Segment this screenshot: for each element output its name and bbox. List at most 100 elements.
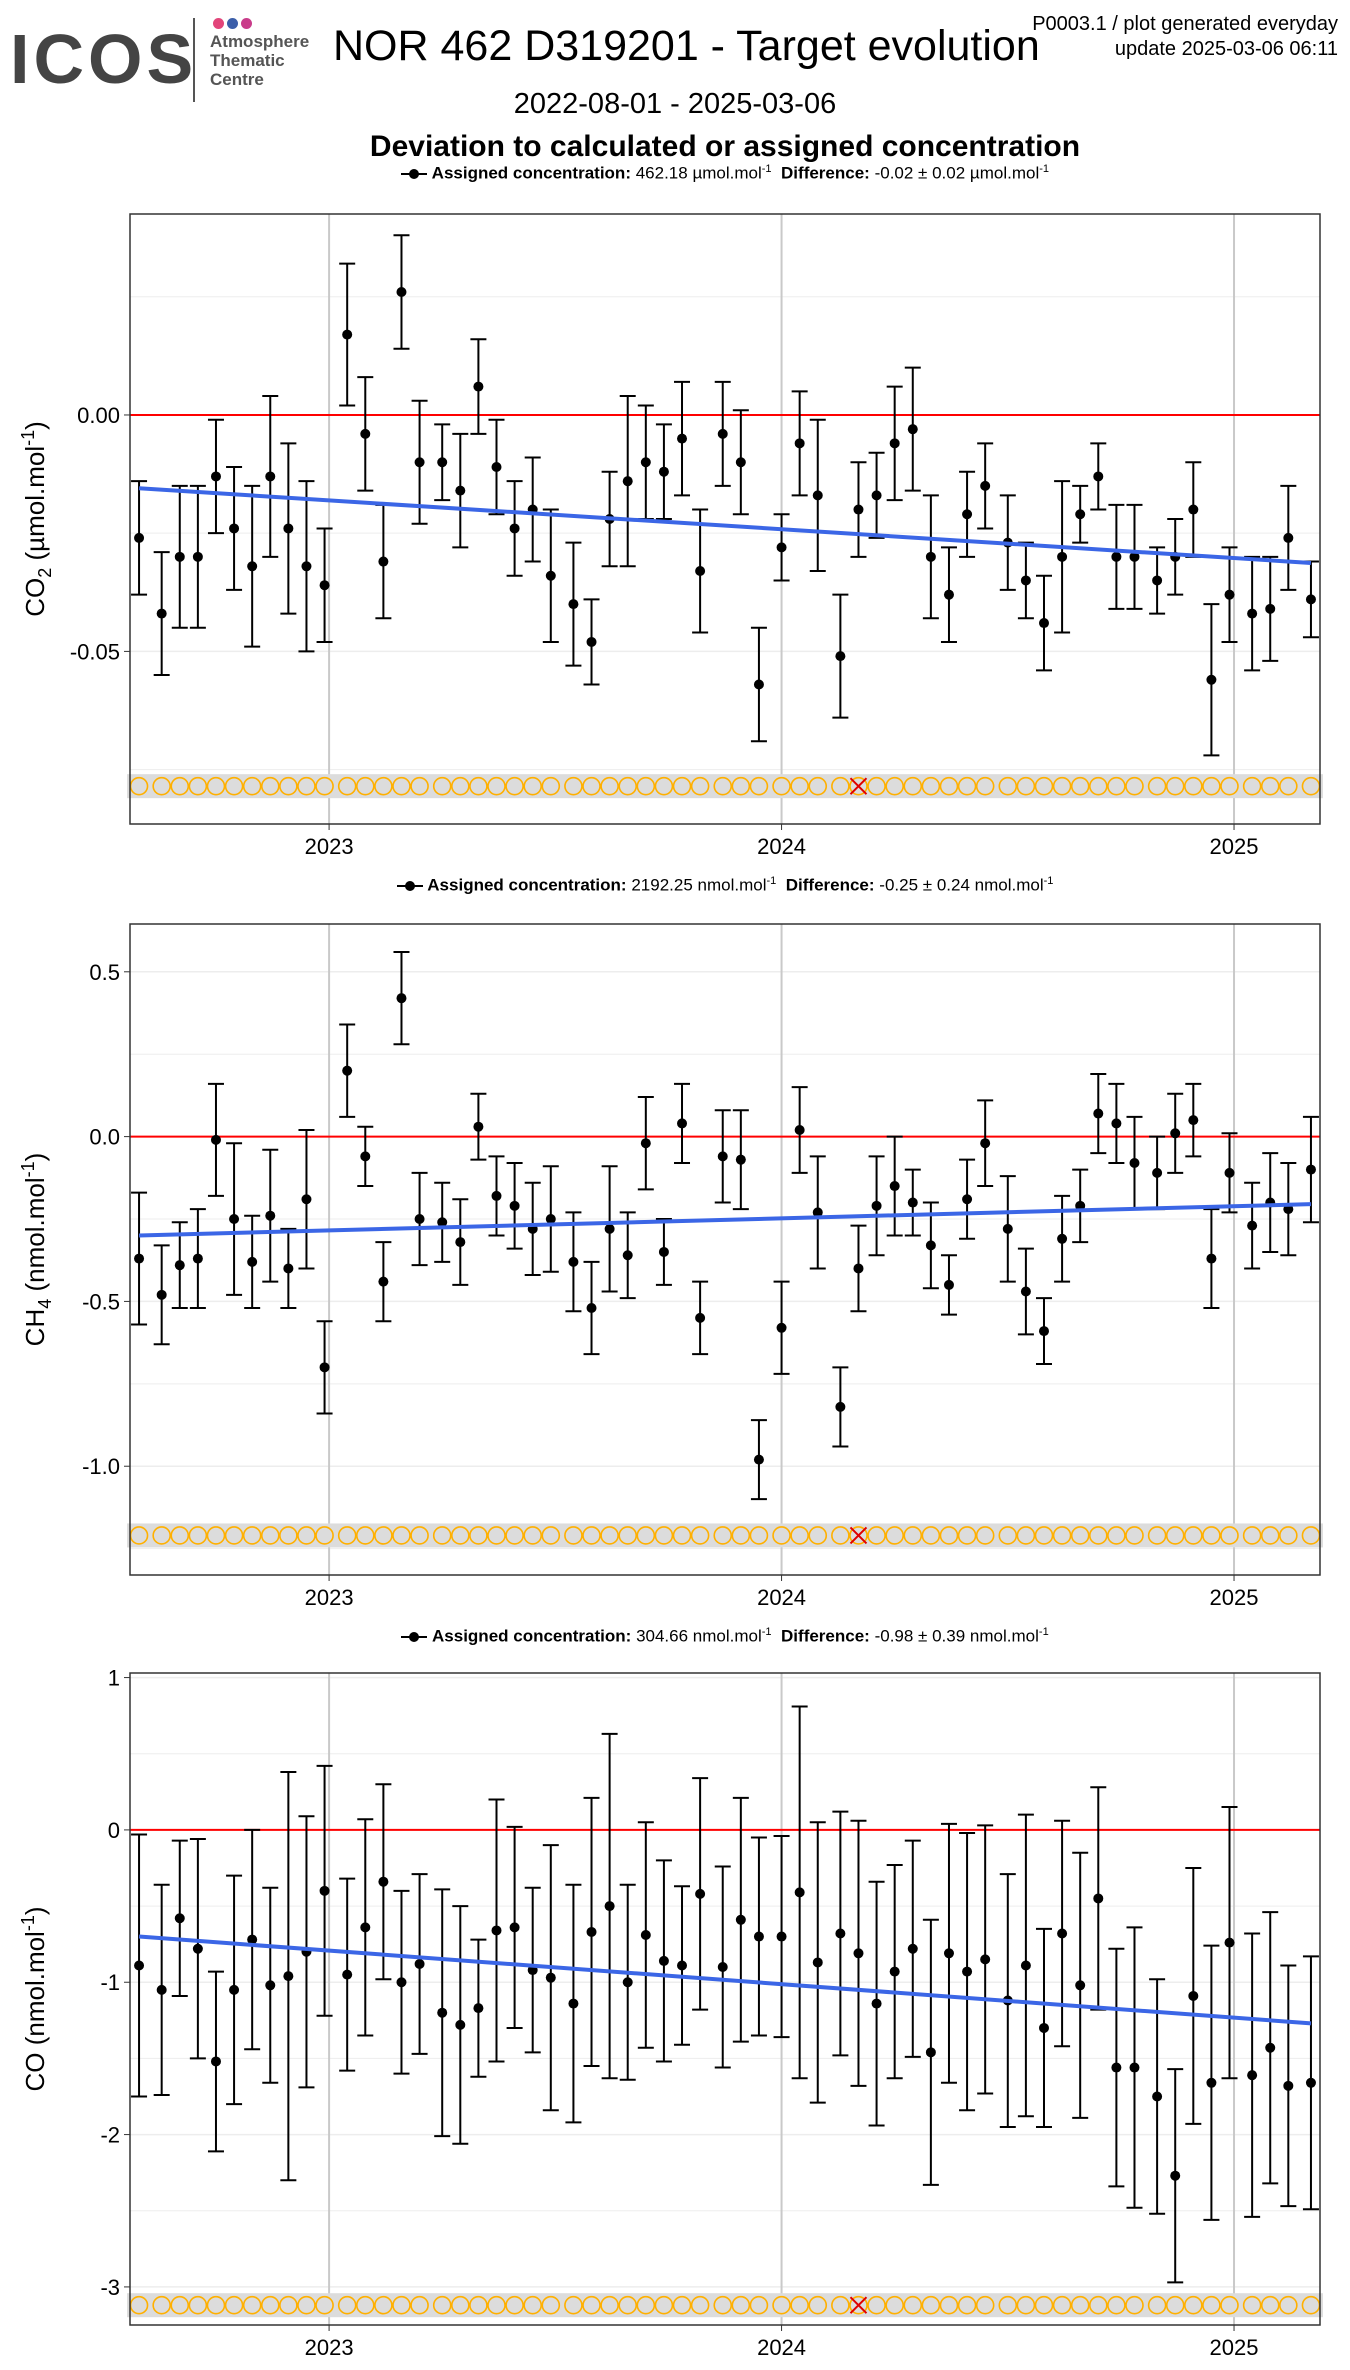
y-tick-label: -3 xyxy=(100,2275,120,2300)
caption-diff: -0.02 ± 0.02 µmol.mol xyxy=(874,163,1040,183)
data-point xyxy=(622,1977,633,1988)
y-axis-label: CO2 (µmol.mol-1) xyxy=(18,421,55,617)
caption-diff-sup: -1 xyxy=(1039,163,1050,175)
marker-circle xyxy=(374,1526,393,1545)
data-point xyxy=(1247,2070,1258,2081)
meta-line-1: P0003.1 / plot generated everyday xyxy=(1032,13,1338,35)
marker-circle xyxy=(690,2295,710,2315)
data-point xyxy=(1020,575,1031,586)
marker-circle xyxy=(206,1526,226,1545)
legend-point-icon xyxy=(396,881,423,892)
marker-circle xyxy=(921,1526,941,1545)
marker-circle xyxy=(152,776,171,796)
data-point xyxy=(735,1154,746,1165)
marker-circle xyxy=(315,776,334,796)
data-point xyxy=(414,1214,425,1225)
marker-circle xyxy=(1260,776,1280,796)
data-point xyxy=(640,1930,651,1941)
data-point xyxy=(1283,2080,1294,2091)
marker-circle xyxy=(260,1526,280,1545)
data-point xyxy=(210,2056,221,2067)
data-point xyxy=(889,1966,900,1977)
marker-circle xyxy=(1184,2295,1203,2315)
data-point xyxy=(1265,603,1276,614)
data-point xyxy=(1206,1253,1217,1264)
caption-diff-label: Difference: xyxy=(785,875,875,895)
data-point xyxy=(586,1303,597,1314)
marker-circle xyxy=(224,1526,244,1545)
data-point xyxy=(192,1943,203,1954)
x-tick-label: 2023 xyxy=(305,834,354,859)
marker-circle xyxy=(297,2295,316,2315)
marker-circle xyxy=(432,1526,452,1545)
caption-diff-sup: -1 xyxy=(1043,875,1054,887)
data-point xyxy=(677,433,688,444)
data-point xyxy=(640,457,651,468)
marker-circle xyxy=(206,776,226,796)
marker-circle xyxy=(242,2295,262,2315)
marker-circle xyxy=(903,1526,923,1545)
marker-circle xyxy=(1147,1526,1167,1545)
y-axis-label-main: CO xyxy=(20,2053,50,2092)
data-point xyxy=(455,2019,466,2030)
data-point xyxy=(509,1200,520,1211)
y-tick-label: 1 xyxy=(108,1666,120,1691)
data-point xyxy=(1129,551,1140,562)
y-axis-label-unit: (nmol.mol xyxy=(20,1177,50,1298)
data-point xyxy=(658,466,669,477)
ch4-chart: 0.5 0.0 -0.5 -1.0 2023 2024 2025 CH4 (nmol.mol-… xyxy=(18,923,1323,1610)
y-axis-label: CH4 (nmol.mol-1) xyxy=(18,1153,55,1347)
marker-circle xyxy=(975,2295,995,2315)
data-point xyxy=(1002,1223,1013,1234)
caption-diff-label: Difference: xyxy=(781,1626,870,1646)
data-point xyxy=(360,1922,371,1933)
marker-circle xyxy=(392,776,411,796)
legend-point-icon xyxy=(401,1632,428,1643)
data-point xyxy=(1152,575,1163,586)
marker-circle xyxy=(451,2295,470,2315)
y-tick-label: 0.0 xyxy=(89,1125,120,1150)
marker-circle xyxy=(260,776,280,796)
marker-circle xyxy=(849,776,868,796)
data-point xyxy=(378,1276,389,1287)
marker-circle xyxy=(1202,2295,1221,2315)
data-point xyxy=(776,1931,787,1942)
logo-subtitle: Atmosphere Thematic Centre xyxy=(210,32,310,89)
data-point xyxy=(794,1887,805,1898)
marker-circle xyxy=(831,1526,850,1545)
marker-circle xyxy=(392,1526,411,1545)
marker-circle xyxy=(487,2295,506,2315)
data-point xyxy=(943,589,954,600)
plot-frame xyxy=(129,1672,1321,2326)
marker-circle xyxy=(242,1526,262,1545)
y-tick-label: 0.5 xyxy=(89,960,120,985)
data-point xyxy=(889,1181,900,1192)
data-point xyxy=(658,1246,669,1257)
data-point xyxy=(871,490,882,501)
co2-chart: 0.00 -0.05 2023 2024 2025 CO2 (µmol.mol-1) xyxy=(18,213,1323,859)
x-tick-label: 2023 xyxy=(305,1585,354,1610)
marker-circle xyxy=(541,776,561,796)
data-point xyxy=(753,1931,764,1942)
marker-circle xyxy=(374,776,393,796)
data-point xyxy=(1224,1167,1235,1178)
marker-circle xyxy=(355,776,375,796)
marker-circle xyxy=(1165,1526,1185,1545)
caption-value: 462.18 µmol.mol xyxy=(635,163,762,183)
data-point xyxy=(265,1210,276,1221)
marker-circle xyxy=(170,2295,190,2315)
marker-circle xyxy=(831,2295,850,2315)
marker-circle xyxy=(523,2295,542,2315)
logo-dot-2 xyxy=(227,18,238,29)
data-point xyxy=(1152,1167,1163,1178)
data-point xyxy=(853,504,864,515)
marker-circle xyxy=(1034,1526,1054,1545)
data-point xyxy=(378,556,389,567)
data-point xyxy=(695,1888,706,1899)
data-point xyxy=(835,1928,846,1939)
data-point xyxy=(853,1263,864,1274)
caption-sup: -1 xyxy=(761,163,772,175)
data-point xyxy=(1247,608,1258,619)
data-point xyxy=(980,1138,991,1149)
data-point xyxy=(677,1118,688,1129)
